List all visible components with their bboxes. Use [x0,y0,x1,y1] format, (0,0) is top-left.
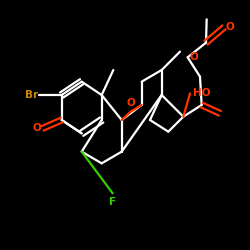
Text: F: F [109,197,116,207]
Text: O: O [226,22,235,32]
Text: O: O [126,98,135,108]
Text: Br: Br [25,90,38,100]
Text: HO: HO [192,88,210,98]
Text: O: O [33,123,42,133]
Text: O: O [190,52,198,62]
